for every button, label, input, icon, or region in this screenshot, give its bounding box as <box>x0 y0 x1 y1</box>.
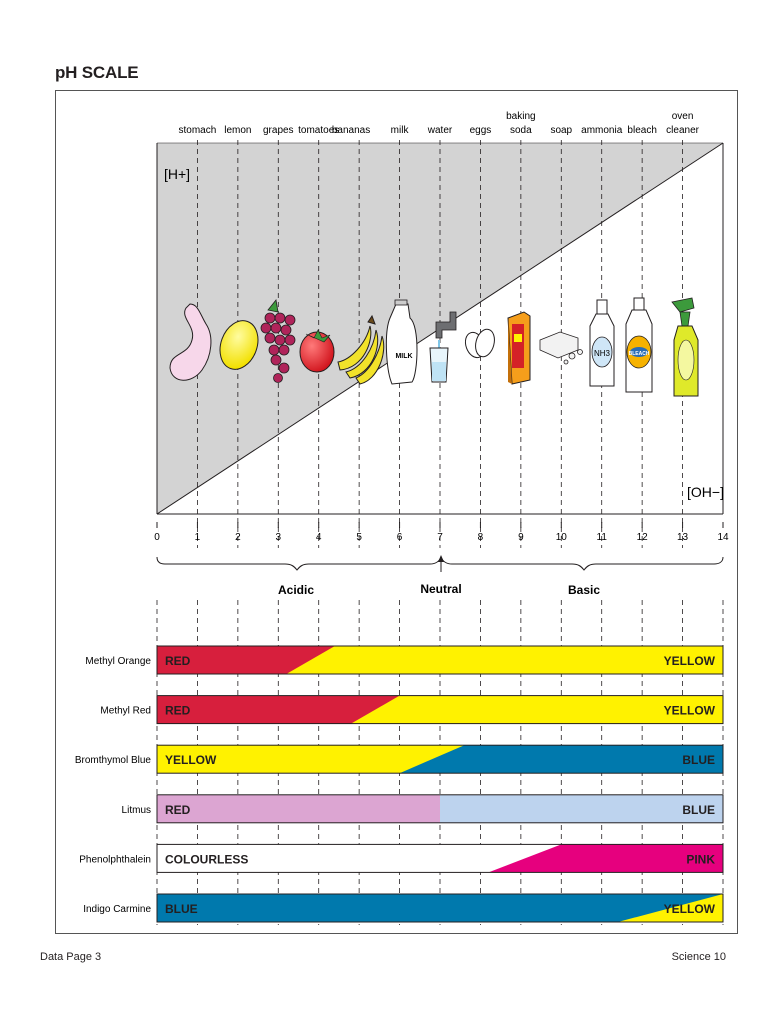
indicator-high-region <box>351 695 723 724</box>
stomach-icon <box>169 303 212 381</box>
indicator-low-color-label: YELLOW <box>165 753 217 767</box>
substance-label: eggs <box>470 125 492 136</box>
axis-tick-label: 10 <box>556 532 568 543</box>
axis-tick-label: 13 <box>677 532 689 543</box>
substance-label: bleach <box>627 125 656 136</box>
substance-label: tomatoes <box>298 125 339 136</box>
soap-icon <box>539 331 583 365</box>
axis-tick-label: 8 <box>478 532 484 543</box>
basic-label: Basic <box>568 583 600 597</box>
indicator-name: Litmus <box>122 805 151 816</box>
indicator-bar-outline <box>156 794 724 824</box>
substance-icons: MILK NH3 <box>169 297 699 397</box>
indicator-high-region <box>617 894 723 922</box>
baking-soda-box-icon <box>507 311 531 385</box>
ph-gridlines-upper <box>197 140 683 548</box>
substance-label: lemon <box>224 125 251 136</box>
substance-label: ammonia <box>581 125 623 136</box>
indicator-bar-outline <box>156 695 724 725</box>
indicator-name: Bromthymol Blue <box>75 755 152 766</box>
indicator-high-region <box>488 844 723 873</box>
indicator-row: Litmus RED BLUE <box>122 794 724 824</box>
lemon-icon <box>219 320 259 370</box>
indicator-high-color-label: YELLOW <box>664 704 716 718</box>
indicator-row: Methyl Orange RED YELLOW <box>85 645 724 675</box>
diagram-frame <box>55 90 738 934</box>
axis-tick-label: 5 <box>356 532 362 543</box>
ph-axis: 0 1 2 3 4 5 6 7 8 9 10 11 12 13 14 <box>154 522 729 543</box>
axis-tick-label: 6 <box>397 532 403 543</box>
indicator-bar-outline <box>156 843 724 873</box>
h-ion-label: [H+] <box>164 166 190 182</box>
spray-bottle-icon <box>671 297 699 397</box>
substance-label: grapes <box>263 125 294 136</box>
axis-tick-label: 7 <box>437 532 443 543</box>
bananas-icon <box>337 314 385 385</box>
water-tap-icon <box>429 311 457 383</box>
indicator-high-region <box>399 745 723 774</box>
axis-tick-label: 2 <box>235 532 241 543</box>
substance-label: milk <box>391 125 410 136</box>
indicator-row: Phenolphthalein COLOURLESS PINK <box>79 843 724 873</box>
axis-tick-label: 12 <box>637 532 649 543</box>
milk-jug-label: MILK <box>395 353 412 360</box>
substance-label: soap <box>550 125 572 136</box>
region-braces <box>156 555 724 572</box>
axis-tick-label: 11 <box>597 532 608 543</box>
axis-tick-label: 1 <box>195 532 201 543</box>
indicator-low-color-label: BLUE <box>165 902 198 916</box>
indicator-bars: Methyl Orange RED YELLOW Methyl Red RED YELLO… <box>75 645 724 923</box>
grapes-icon <box>260 299 296 383</box>
indicator-high-color-label: PINK <box>686 852 715 866</box>
oh-ion-label: [OH−] <box>687 484 724 500</box>
indicator-row: Bromthymol Blue YELLOW BLUE <box>75 744 724 774</box>
axis-tick-label: 14 <box>717 532 729 543</box>
indicator-name: Indigo Carmine <box>83 904 151 915</box>
indicator-low-color-label: RED <box>165 654 191 668</box>
indicator-name: Phenolphthalein <box>79 854 151 865</box>
indicator-low-color-label: COLOURLESS <box>165 852 248 866</box>
substance-label: oven <box>672 111 694 122</box>
milk-jug-icon: MILK <box>385 299 418 385</box>
axis-tick-label: 4 <box>316 532 322 543</box>
indicator-low-region <box>157 894 723 922</box>
substance-label: soda <box>510 125 532 136</box>
bleach-bottle-icon: BLEACH <box>625 297 653 393</box>
eggs-icon <box>464 328 495 359</box>
neutral-label: Neutral <box>420 582 461 596</box>
indicator-name: Methyl Red <box>100 706 151 717</box>
indicator-low-color-label: RED <box>165 704 191 718</box>
axis-tick-label: 3 <box>276 532 282 543</box>
substance-label: water <box>427 125 453 136</box>
footer-course-label: Science 10 <box>671 951 726 963</box>
axis-tick-label: 9 <box>518 532 524 543</box>
indicator-high-color-label: YELLOW <box>664 902 716 916</box>
acidic-label: Acidic <box>278 583 314 597</box>
indicator-low-color-label: RED <box>165 803 191 817</box>
indicator-high-region <box>440 794 723 823</box>
ammonia-label: NH3 <box>594 349 611 358</box>
indicator-bar-outline <box>156 893 724 923</box>
substance-label: cleaner <box>666 125 699 136</box>
axis-tick-label: 0 <box>154 532 160 543</box>
indicator-high-color-label: YELLOW <box>664 654 716 668</box>
indicator-name: Methyl Orange <box>85 656 151 667</box>
substance-label: bananas <box>332 125 370 136</box>
indicator-bar-outline <box>156 645 724 675</box>
page-title: pH SCALE <box>55 63 139 82</box>
substance-label: stomach <box>179 125 217 136</box>
indicator-row: Indigo Carmine BLUE YELLOW <box>83 893 724 923</box>
indicator-bar-outline <box>156 744 724 774</box>
indicator-high-color-label: BLUE <box>682 803 715 817</box>
indicator-row: Methyl Red RED YELLOW <box>100 695 724 725</box>
indicator-high-region <box>286 646 723 674</box>
substance-label: baking <box>506 111 535 122</box>
indicator-high-color-label: BLUE <box>682 753 715 767</box>
bleach-label: BLEACH <box>629 351 650 357</box>
footer-page-label: Data Page 3 <box>40 951 102 963</box>
tomato-icon <box>299 329 335 373</box>
ammonia-bottle-icon: NH3 <box>589 299 615 387</box>
